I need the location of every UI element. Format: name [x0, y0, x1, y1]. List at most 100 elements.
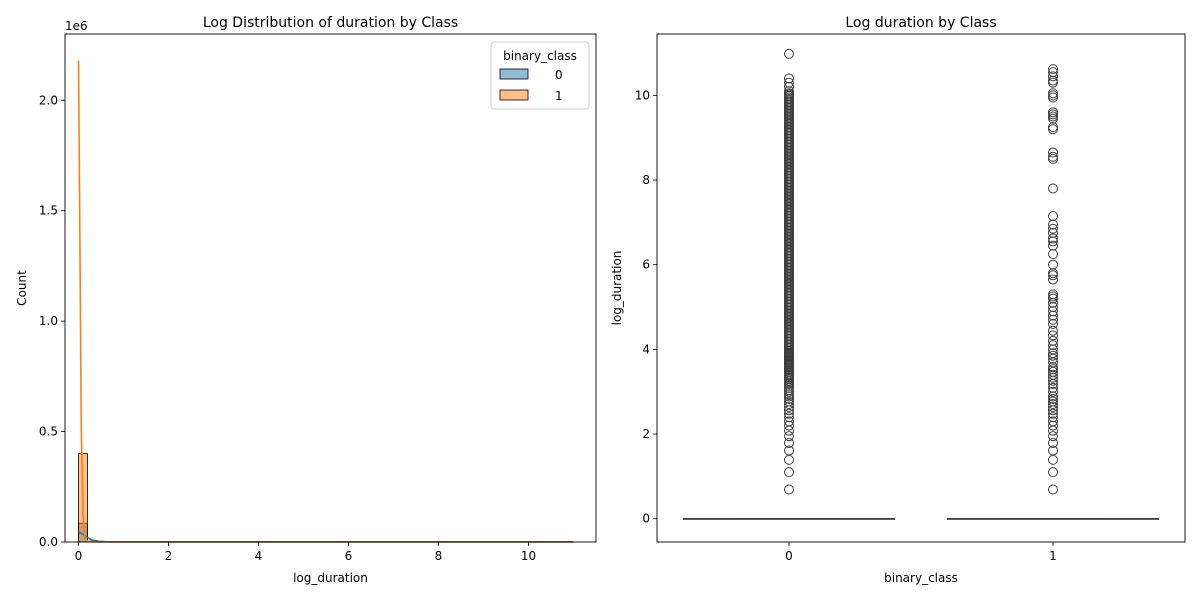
boxplot-plot	[653, 33, 1186, 546]
outlier-point	[1048, 268, 1058, 279]
outlier-point	[1048, 151, 1058, 162]
x-axis-label: log_duration	[293, 571, 368, 585]
legend-label: 0	[555, 68, 563, 82]
y-tick-label: 2.0	[39, 93, 58, 107]
outlier-point	[1048, 348, 1058, 359]
y-tick-label: 1.0	[39, 314, 58, 328]
x-tick-label: 2	[165, 549, 173, 563]
legend-swatch	[499, 89, 529, 101]
outlier-point	[784, 73, 794, 84]
outlier-point	[1048, 445, 1058, 456]
outlier-point	[784, 445, 794, 456]
y-tick-label: 1.5	[39, 204, 58, 218]
outlier-point	[1048, 412, 1058, 423]
outlier-point	[1048, 306, 1058, 317]
outlier-point	[1048, 71, 1058, 82]
outlier-point	[784, 431, 794, 442]
outlier-point	[1048, 437, 1058, 448]
outlier-point	[1048, 211, 1058, 222]
outlier-point	[784, 396, 794, 407]
outlier-point	[1048, 289, 1058, 300]
chart-title: Log Distribution of duration by Class	[203, 15, 458, 31]
legend-swatch	[499, 68, 529, 80]
y-tick-label: 0.5	[39, 425, 58, 439]
outlier-point	[1048, 291, 1058, 302]
outlier-point	[1048, 467, 1058, 478]
y-tick-label: 10	[635, 88, 650, 102]
outlier-point	[1048, 259, 1058, 270]
x-tick-label: 0	[75, 549, 83, 563]
y-axis-label: log_duration	[610, 251, 624, 326]
y-axis-label: Count	[15, 270, 29, 306]
outlier-point	[1048, 240, 1058, 251]
outlier-point	[1048, 344, 1058, 355]
outlier-point	[784, 484, 794, 495]
outlier-point	[784, 389, 794, 400]
y-tick-label: 6	[642, 258, 650, 272]
outlier-point	[1048, 330, 1058, 341]
x-tick-label: 4	[255, 549, 263, 563]
outlier-point	[1048, 107, 1058, 118]
outlier-point	[1048, 249, 1058, 260]
outlier-point	[784, 408, 794, 419]
outlier-point	[1048, 382, 1058, 393]
x-tick-label: 0	[785, 549, 793, 563]
outlier-point	[1048, 425, 1058, 436]
outlier-point	[1048, 431, 1058, 442]
outlier-point	[784, 420, 794, 431]
outlier-point	[1048, 350, 1058, 361]
outlier-point	[784, 89, 794, 100]
outlier-point	[1048, 408, 1058, 419]
x-tick-label: 1	[1049, 549, 1057, 563]
outlier-point	[1048, 122, 1058, 133]
outlier-point	[1048, 236, 1058, 247]
outlier-point	[784, 437, 794, 448]
outlier-point	[1048, 183, 1058, 194]
x-tick-label: 10	[521, 549, 536, 563]
outlier-point	[1048, 318, 1058, 329]
axes-frame	[64, 33, 597, 543]
outlier-point	[784, 77, 794, 88]
outlier-point	[1048, 274, 1058, 285]
outlier-point	[784, 398, 794, 409]
legend-title: binary_class	[503, 49, 577, 63]
outlier-point	[1048, 393, 1058, 404]
x-tick-label: 8	[435, 549, 443, 563]
outlier-point	[1048, 124, 1058, 135]
outlier-point	[1048, 401, 1058, 412]
outlier-point	[1048, 391, 1058, 402]
outlier-point	[784, 467, 794, 478]
outlier-point	[1048, 369, 1058, 380]
legend-label: 1	[555, 89, 563, 103]
outlier-point	[1048, 398, 1058, 409]
x-tick-label: 6	[345, 549, 353, 563]
outlier-point	[1048, 75, 1058, 86]
y-tick-label: 2	[642, 427, 650, 441]
outlier-point	[1048, 454, 1058, 465]
outlier-point	[1048, 314, 1058, 325]
outlier-point	[1048, 484, 1058, 495]
outlier-point	[1048, 340, 1058, 351]
legend	[490, 41, 590, 110]
outlier-point	[1048, 372, 1058, 383]
histogram-plot	[61, 33, 597, 546]
outlier-point	[1048, 67, 1058, 78]
outlier-point	[784, 401, 794, 412]
outlier-point	[784, 416, 794, 427]
x-axis-label: binary_class	[884, 571, 958, 585]
outlier-point	[1048, 233, 1058, 244]
y-tick-label: 8	[642, 173, 650, 187]
outlier-point	[1048, 90, 1058, 101]
y-tick-label: 0	[642, 512, 650, 526]
outlier-point	[1048, 219, 1058, 230]
outlier-point	[784, 454, 794, 465]
outlier-point	[1048, 223, 1058, 234]
outlier-point	[1048, 227, 1058, 238]
kde-line-0	[78, 531, 574, 543]
outlier-point	[784, 425, 794, 436]
outlier-point	[1048, 416, 1058, 427]
outlier-point	[1048, 362, 1058, 373]
outlier-point	[1048, 335, 1058, 346]
outlier-point	[1048, 302, 1058, 313]
